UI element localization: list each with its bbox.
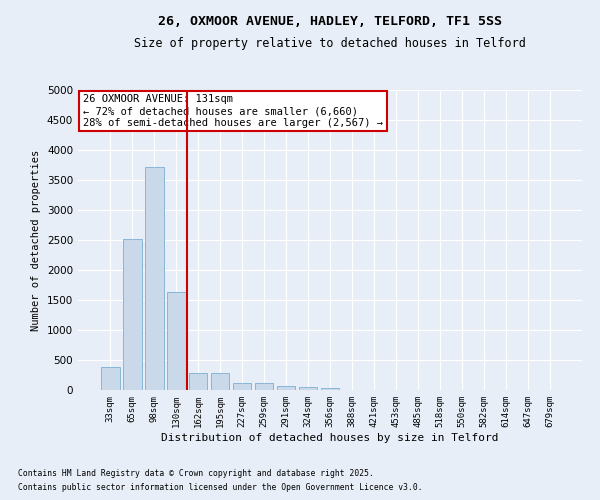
Bar [255,383,274,390]
Bar [145,167,164,390]
Text: Contains HM Land Registry data © Crown copyright and database right 2025.: Contains HM Land Registry data © Crown c… [18,468,374,477]
Bar [233,383,251,390]
Bar [320,388,340,390]
Bar [101,367,119,390]
Text: 26 OXMOOR AVENUE: 131sqm
← 72% of detached houses are smaller (6,660)
28% of sem: 26 OXMOOR AVENUE: 131sqm ← 72% of detach… [83,94,383,128]
Text: Contains public sector information licensed under the Open Government Licence v3: Contains public sector information licen… [18,484,422,492]
X-axis label: Distribution of detached houses by size in Telford: Distribution of detached houses by size … [161,432,499,442]
Bar [277,386,295,390]
Bar [123,239,142,390]
Bar [211,373,229,390]
Y-axis label: Number of detached properties: Number of detached properties [31,150,41,330]
Bar [189,373,208,390]
Bar [299,387,317,390]
Text: Size of property relative to detached houses in Telford: Size of property relative to detached ho… [134,38,526,51]
Bar [167,292,185,390]
Text: 26, OXMOOR AVENUE, HADLEY, TELFORD, TF1 5SS: 26, OXMOOR AVENUE, HADLEY, TELFORD, TF1 … [158,15,502,28]
